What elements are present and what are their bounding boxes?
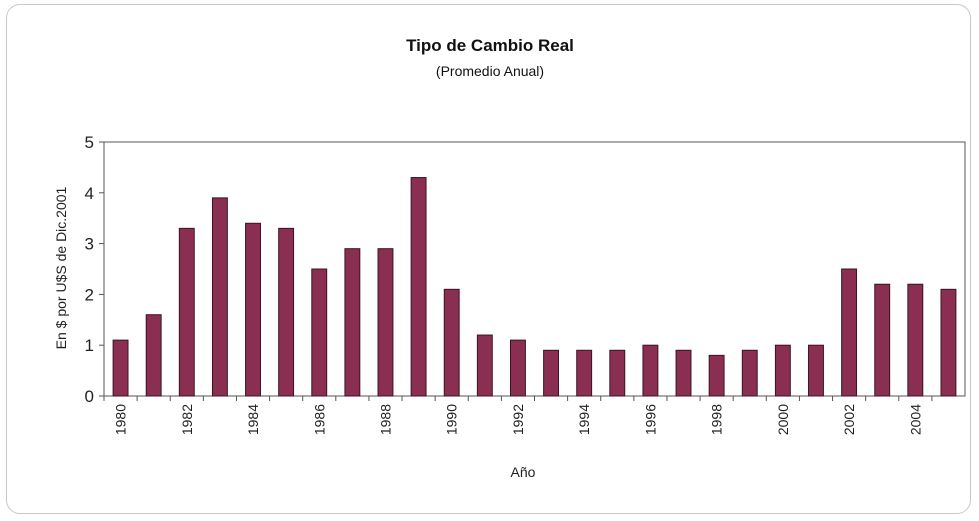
bar <box>808 344 824 397</box>
bar <box>741 349 758 397</box>
x-tick-label: 2004 <box>907 404 923 435</box>
bar <box>211 197 228 397</box>
x-tick-label: 1994 <box>576 404 592 435</box>
chart-subtitle: (Promedio Anual) <box>436 63 544 79</box>
chart-frame <box>6 4 971 514</box>
y-axis-label: En $ por U$S de Dic.2001 <box>53 186 69 349</box>
y-tick-label: 2 <box>85 285 94 304</box>
x-tick-label: 2002 <box>841 404 857 435</box>
x-axis-label: Año <box>511 464 536 480</box>
y-tick-label: 1 <box>85 336 94 355</box>
x-tick-label: 1992 <box>510 404 526 435</box>
x-tick-label: 2000 <box>775 404 791 435</box>
bar <box>675 349 692 397</box>
bar <box>410 177 427 397</box>
x-tick-label: 1998 <box>709 404 725 435</box>
bar <box>543 349 560 397</box>
x-tick-label: 1996 <box>642 404 658 435</box>
bar <box>377 248 394 397</box>
x-tick-label: 1986 <box>311 404 327 435</box>
x-tick-label: 1984 <box>245 404 261 435</box>
plot-area: 0 1 2 3 4 5 1980 1982 1984 1986 1988 1990 1992 1994 19… <box>85 133 966 435</box>
bar <box>245 222 261 397</box>
bar <box>509 339 526 397</box>
bar <box>708 354 725 397</box>
bar <box>642 344 659 397</box>
chart-title: Tipo de Cambio Real <box>406 36 574 55</box>
bar <box>476 334 493 397</box>
bar <box>576 349 593 397</box>
bar <box>609 349 626 397</box>
bar <box>145 314 162 397</box>
bar <box>774 344 791 397</box>
bar <box>940 288 957 397</box>
bar <box>344 248 361 397</box>
bar <box>311 268 328 397</box>
bar <box>178 227 195 397</box>
bar <box>907 283 924 397</box>
bar <box>874 283 891 397</box>
bar <box>278 227 295 397</box>
bar <box>112 339 129 397</box>
plot-border <box>103 141 966 397</box>
x-tick-label: 1980 <box>113 404 129 435</box>
y-tick-label: 5 <box>85 133 94 152</box>
y-tick-label: 0 <box>85 387 94 406</box>
bar <box>841 268 858 397</box>
x-tick-label: 1982 <box>179 404 195 435</box>
y-tick-label: 3 <box>85 235 94 254</box>
x-tick-label: 1990 <box>444 404 460 435</box>
x-tick-label: 1988 <box>377 404 393 435</box>
bar <box>443 288 460 397</box>
y-tick-label: 4 <box>85 184 94 203</box>
